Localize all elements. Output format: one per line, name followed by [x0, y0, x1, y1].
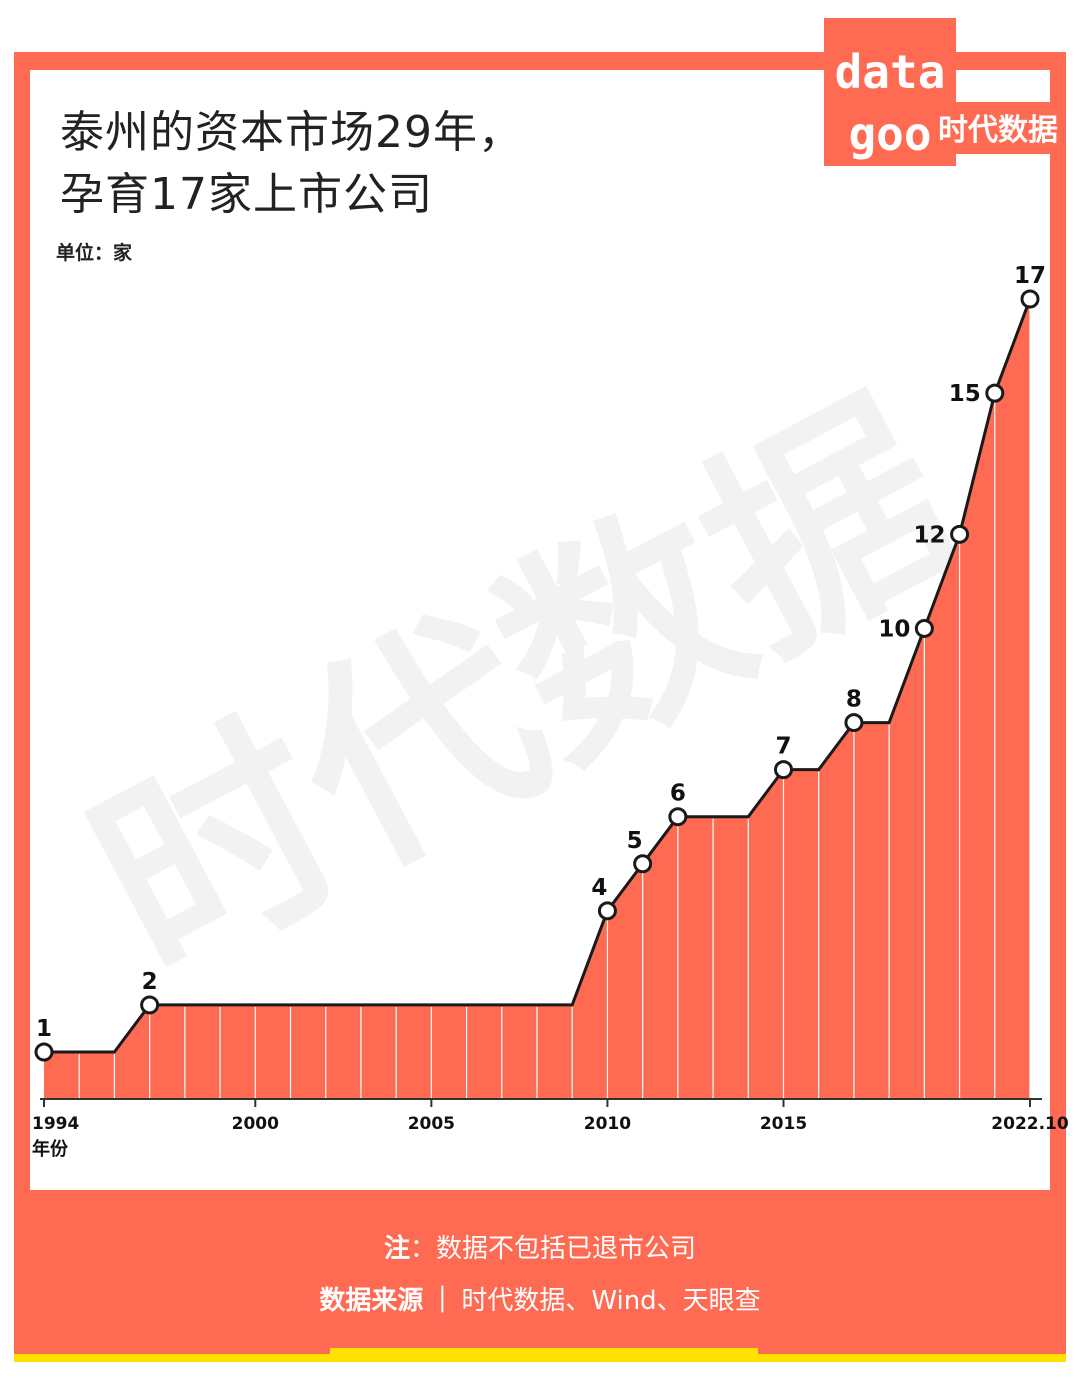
area-fill	[44, 299, 1030, 1099]
source-separator: ｜	[429, 1286, 456, 1316]
footnote-separator: ：	[409, 1234, 436, 1264]
data-point	[950, 524, 970, 544]
unit-label: 单位：家	[56, 242, 133, 264]
data-point	[34, 1042, 54, 1062]
series-line	[44, 298, 1032, 1054]
footnote: 注：数据不包括已退市公司	[0, 1228, 1080, 1265]
data-label: 12	[914, 522, 946, 548]
logo-brand: 时代数据	[938, 113, 1058, 148]
data-label: 17	[1014, 263, 1046, 289]
logo-word-2: goo	[848, 107, 931, 161]
grid-lines	[78, 301, 1031, 1099]
x-tick-label: 2000	[232, 1114, 279, 1134]
logo-word: data	[835, 45, 946, 99]
data-label: 5	[627, 828, 643, 854]
data-point	[914, 618, 934, 638]
footnote-label: 注	[383, 1234, 410, 1264]
data-label: 8	[846, 687, 862, 713]
data-point	[985, 383, 1005, 403]
data-point	[774, 760, 793, 780]
data-label: 10	[878, 616, 910, 642]
source-line: 数据来源｜时代数据、Wind、天眼查	[0, 1280, 1080, 1317]
x-tick-label: 2005	[408, 1114, 455, 1134]
brand-logo: data goo 时代数据	[824, 18, 1064, 166]
source-text: 时代数据、Wind、天眼查	[461, 1286, 761, 1316]
data-label: 7	[775, 734, 791, 760]
data-label: 15	[949, 381, 981, 407]
x-tick-label: 1994	[32, 1114, 79, 1134]
data-point	[1020, 289, 1040, 309]
data-label: 1	[36, 1016, 52, 1042]
x-tick-label: 2015	[760, 1114, 807, 1134]
source-label: 数据来源	[319, 1286, 424, 1316]
data-point	[633, 854, 653, 874]
x-tick-label: 2022.10	[991, 1114, 1069, 1134]
x-axis-title: 年份	[32, 1138, 69, 1160]
title-line-2: 孕育17家上市公司	[60, 169, 433, 220]
page-title: 泰州的资本市场29年， 孕育17家上市公司	[60, 102, 523, 226]
title-line-1: 泰州的资本市场29年，	[60, 107, 523, 158]
data-point	[668, 807, 688, 827]
data-label: 2	[142, 969, 158, 995]
data-label: 4	[591, 875, 607, 901]
data-point	[844, 713, 864, 733]
x-ticks: 1994 2000 2005 2010 2015 2022.10	[32, 1099, 1069, 1134]
bottom-yellow-accent	[330, 1348, 758, 1362]
data-label: 6	[670, 781, 686, 807]
data-point	[140, 995, 160, 1015]
footnote-text: 数据不包括已退市公司	[436, 1234, 697, 1264]
x-tick-label: 2010	[584, 1114, 631, 1134]
data-point	[597, 901, 617, 921]
